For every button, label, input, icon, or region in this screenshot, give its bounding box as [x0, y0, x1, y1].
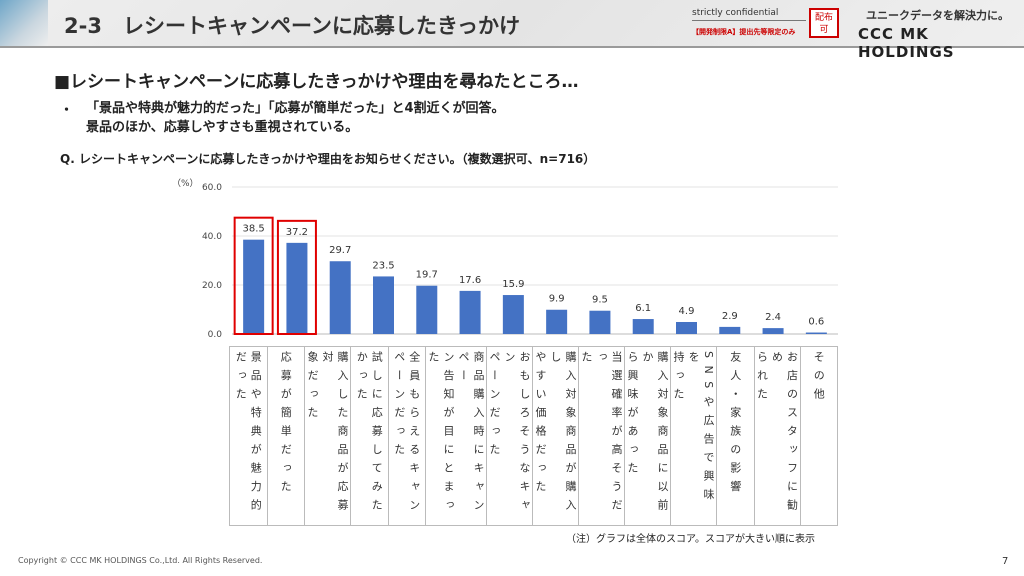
bar	[329, 261, 351, 334]
data-label: 9.9	[549, 294, 565, 305]
category-cell: 商品購入時にキャンペー ン告知が目にとまった	[426, 347, 487, 525]
page-title: 2-3 レシートキャンペーンに応募したきっかけ	[64, 14, 521, 38]
bar	[459, 290, 481, 334]
header-image	[0, 0, 48, 46]
category-label: おもしろそうなキャン ペーンだった	[488, 351, 531, 518]
category-label: 購入対象商品が購入し やすい価格だった	[534, 351, 577, 518]
bar	[373, 276, 394, 334]
data-label: 2.4	[765, 312, 781, 323]
company-logo: CCC MK HOLDINGS	[858, 25, 955, 61]
bullet-mark: ・	[60, 103, 74, 118]
confidential-label: strictly confidential	[692, 8, 806, 21]
bar	[805, 332, 827, 334]
data-label: 2.9	[722, 311, 738, 322]
bar	[243, 239, 265, 334]
category-cell: 購入対象商品に以前か ら興味があった	[625, 347, 671, 525]
data-label: 6.1	[635, 303, 651, 314]
category-cell: 全員もらえるキャン ペーンだった	[389, 347, 426, 525]
data-label: 29.7	[329, 245, 351, 256]
category-cell: おもしろそうなキャン ペーンだった	[487, 347, 533, 525]
category-cell: 景品や特典が魅力的 だった	[230, 347, 268, 525]
category-label-table: 景品や特典が魅力的 だった 応募が簡単だった 購入した商品が応募対 象だった 試しに応…	[229, 346, 838, 526]
category-label: 景品や特典が魅力的 だった	[234, 351, 263, 518]
bar	[502, 295, 524, 334]
data-label: 38.5	[243, 224, 265, 235]
data-label: 4.9	[679, 306, 695, 317]
y-tick-label: 60.0	[202, 183, 222, 193]
distribution-stamp: 配布 可	[809, 8, 839, 38]
y-tick-label: 20.0	[202, 281, 222, 291]
highlight-box	[276, 219, 317, 335]
section-heading: ■レシートキャンペーンに応募したきっかけや理由を尋ねたところ…	[54, 72, 579, 92]
highlight-box	[233, 216, 274, 335]
y-tick-label: 40.0	[202, 232, 222, 242]
category-label: 試しに応募してみた かった	[355, 351, 384, 518]
bar	[286, 242, 308, 334]
bar	[719, 326, 741, 334]
question-text: Q. レシートキャンペーンに応募したきっかけや理由をお知らせください。（複数選択…	[60, 152, 596, 166]
y-tick-label: 0.0	[208, 330, 223, 340]
bar	[676, 321, 697, 334]
category-label: 友人・家族の影響	[728, 351, 742, 499]
page-number: 7	[1002, 556, 1009, 567]
category-label: SNSや広告で興味を 持った	[672, 351, 715, 507]
category-cell: 試しに応募してみた かった	[351, 347, 389, 525]
bar	[546, 309, 568, 334]
category-label: お店のスタッフに勧め られた	[755, 351, 799, 518]
bar	[416, 285, 438, 334]
category-label: 商品購入時にキャンペー ン告知が目にとまった	[427, 351, 485, 518]
category-cell: 当選確率が高そうだっ た	[579, 347, 625, 525]
copyright: Copyright © CCC MK HOLDINGS Co.,Ltd. All…	[18, 556, 263, 565]
category-label: 応募が簡単だった	[279, 351, 293, 499]
category-label: 全員もらえるキャン ペーンだった	[392, 351, 421, 518]
y-axis-label: （%）	[172, 178, 199, 189]
category-label: 購入対象商品に以前か ら興味があった	[626, 351, 669, 518]
bar	[632, 319, 654, 334]
category-cell: 応募が簡単だった	[268, 347, 305, 525]
data-label: 9.5	[592, 295, 608, 306]
data-label: 23.5	[372, 260, 394, 271]
data-label: 0.6	[808, 317, 824, 328]
category-cell: SNSや広告で興味を 持った	[671, 347, 717, 525]
category-label: その他	[812, 351, 826, 407]
bar	[762, 328, 784, 334]
category-label: 当選確率が高そうだっ た	[580, 351, 623, 518]
data-label: 19.7	[416, 270, 438, 281]
data-label: 37.2	[286, 227, 308, 238]
data-label: 15.9	[502, 279, 524, 290]
category-cell: 友人・家族の影響	[717, 347, 755, 525]
slogan: ユニークデータを解決力に。	[866, 9, 1009, 22]
category-cell: 購入対象商品が購入し やすい価格だった	[533, 347, 579, 525]
data-label: 17.6	[459, 275, 481, 286]
header-bar: 2-3 レシートキャンペーンに応募したきっかけ strictly confide…	[0, 0, 1024, 61]
bar	[589, 310, 611, 334]
category-cell: お店のスタッフに勧め られた	[755, 347, 801, 525]
chart-note: （注）グラフは全体のスコア。スコアが大きい順に表示	[566, 534, 815, 545]
summary-text: 「景品や特典が魅力的だった」「応募が簡単だった」と4割近くが回答。 景品のほか、…	[86, 101, 505, 135]
disclosure-label: 【開発制限A】提出先等限定のみ	[692, 28, 796, 36]
category-cell: その他	[801, 347, 838, 525]
category-cell: 購入した商品が応募対 象だった	[305, 347, 351, 525]
category-label: 購入した商品が応募対 象だった	[306, 351, 349, 518]
